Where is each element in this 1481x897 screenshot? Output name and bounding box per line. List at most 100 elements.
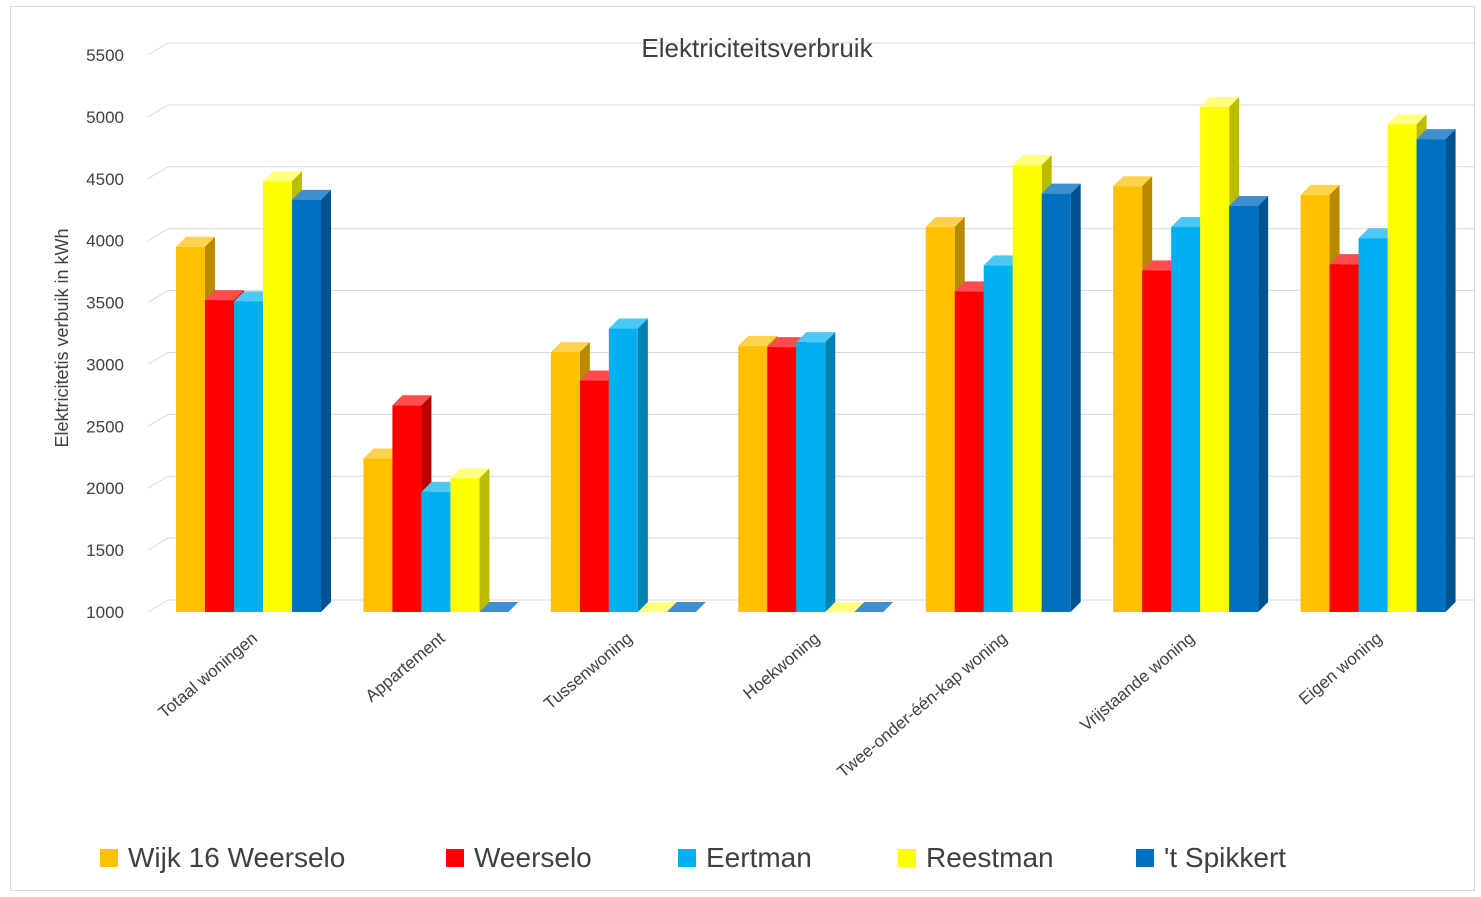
gridline-connector: [147, 42, 169, 56]
bars: [176, 96, 1456, 613]
y-tick-label: 1000: [86, 603, 124, 622]
y-tick-label: 1500: [86, 541, 124, 560]
legend-swatch: [446, 849, 464, 867]
bar: [450, 468, 490, 612]
bar-side: [321, 189, 331, 612]
bar-front: [925, 227, 955, 612]
bar-top: [392, 395, 432, 406]
bar-front: [1200, 106, 1230, 612]
gridline-connector: [147, 413, 169, 427]
legend-swatch: [678, 849, 696, 867]
y-tick-label: 4000: [86, 232, 124, 251]
bar-front: [767, 347, 797, 612]
bar-top: [854, 602, 894, 612]
bar-top: [176, 236, 215, 247]
y-tick-label: 4500: [86, 170, 124, 189]
y-tick-label: 3500: [86, 294, 124, 313]
x-tick-label: Hoekwoning: [739, 629, 823, 704]
legend-label: Eertman: [706, 842, 812, 873]
bar-top: [1416, 129, 1456, 140]
legend-item-reestman: Reestman: [898, 842, 1054, 874]
bar-front: [796, 342, 826, 612]
bar-front: [421, 491, 451, 612]
bar-top: [1300, 184, 1340, 195]
bar-side: [1258, 196, 1269, 612]
x-axis-labels: Totaal woningen Appartement Tussenwoning Ho…: [155, 628, 1386, 781]
bar-side: [637, 318, 648, 612]
bar-top: [1012, 155, 1052, 166]
bar-front: [450, 478, 480, 612]
bar-side: [825, 332, 836, 612]
bar: [796, 332, 836, 612]
gridline-connector: [147, 104, 169, 118]
legend-label: 't Spikkert: [1164, 842, 1287, 873]
bar-top: [205, 290, 244, 301]
bar-front: [1142, 270, 1172, 612]
bar: [292, 189, 331, 612]
bar: [637, 602, 677, 612]
bar-front: [1358, 238, 1388, 613]
y-axis-ticks: 1000 1500 2000 2500 3000 3500 4000 4500 5000 5500: [86, 46, 124, 622]
gridline-connector: [147, 166, 169, 180]
bar-side: [1070, 183, 1081, 612]
x-tick-label: Eigen woning: [1295, 629, 1385, 709]
bar-top: [292, 189, 331, 200]
legend-item-eertman: Eertman: [678, 842, 812, 874]
legend-label: Weerselo: [474, 842, 592, 873]
bar-top: [1113, 176, 1153, 187]
bar-front: [954, 291, 984, 612]
bar-top: [925, 217, 965, 228]
gridline-connector: [147, 290, 169, 303]
bar-front: [1012, 165, 1042, 612]
bar-top: [263, 171, 302, 182]
legend-swatch: [100, 849, 118, 867]
gridline-connector: [147, 537, 169, 551]
bar-front: [292, 199, 321, 612]
legend-item-t-spikkert: 't Spikkert: [1136, 842, 1286, 874]
y-tick-label: 2500: [86, 417, 124, 436]
bar: [854, 602, 894, 612]
y-tick-label: 5500: [86, 46, 124, 65]
bar-front: [392, 405, 422, 612]
bar-front: [234, 301, 263, 612]
bar-front: [550, 352, 580, 612]
legend-item-wijk-16-weerselo: Wijk 16 Weerselo: [100, 842, 345, 874]
gridline-connector: [147, 228, 169, 242]
bar-top: [1200, 96, 1240, 107]
x-tick-label: Vrijstaande woning: [1076, 629, 1198, 735]
y-tick-label: 3000: [86, 355, 124, 374]
bar-front: [1041, 193, 1071, 612]
bar-top: [1387, 114, 1427, 125]
bar-top: [666, 602, 706, 612]
bar-front: [1229, 206, 1259, 612]
bar-front: [263, 181, 292, 612]
bar-top: [550, 342, 590, 353]
bar-top: [450, 468, 490, 479]
bar-front: [205, 300, 234, 612]
bar: [1416, 129, 1456, 612]
x-tick-label: Appartement: [362, 628, 449, 705]
bar-front: [1329, 264, 1359, 612]
bar: [666, 602, 706, 612]
bar: [825, 602, 865, 612]
legend-swatch: [1136, 849, 1154, 867]
bar-front: [1387, 124, 1417, 612]
bar: [479, 602, 519, 612]
y-tick-label: 5000: [86, 108, 124, 127]
bar-side: [1445, 129, 1456, 612]
bar-front: [176, 246, 205, 612]
bar-front: [738, 345, 768, 612]
legend-item-weerselo: Weerselo: [446, 842, 592, 874]
bar-front: [1113, 186, 1143, 612]
bar-top: [825, 602, 865, 612]
bar-front: [1171, 227, 1201, 612]
bar-top: [1229, 196, 1269, 207]
gridline-connector: [147, 475, 169, 489]
gridline-connector: [147, 599, 169, 613]
legend-label: Wijk 16 Weerselo: [128, 842, 346, 873]
x-tick-label: Totaal woningen: [155, 629, 261, 723]
bar: [1229, 196, 1269, 612]
bar-front: [608, 328, 638, 612]
bar-top: [608, 318, 648, 329]
